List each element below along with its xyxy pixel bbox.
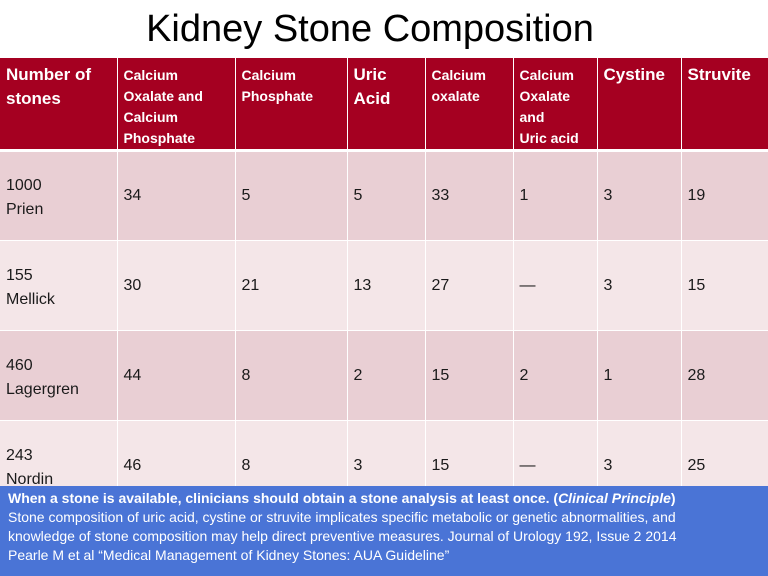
study-cell: 155 Mellick — [0, 240, 118, 331]
value-cell: 34 — [117, 150, 236, 241]
header-calcium-phosphate: Calcium Phosphate — [235, 58, 348, 152]
footer-line-1: When a stone is available, clinicians sh… — [8, 489, 760, 508]
table-row: 1000 Prien 34 5 5 33 1 3 19 — [0, 150, 768, 241]
footer-line-4: Pearle M et al “Medical Management of Ki… — [8, 547, 450, 563]
stone-composition-table: Number of stones Calcium Oxalate and Calciu… — [0, 58, 768, 511]
value-cell: 27 — [425, 240, 514, 331]
value-cell: 3 — [597, 240, 682, 331]
value-cell: 1 — [597, 330, 682, 421]
value-cell: 30 — [117, 240, 236, 331]
value-cell: 1 — [513, 150, 598, 241]
value-cell: 5 — [347, 150, 426, 241]
value-cell: 33 — [425, 150, 514, 241]
footer-bold-text: When a stone is available, clinicians sh… — [8, 490, 559, 506]
header-struvite: Struvite — [681, 58, 768, 152]
study-cell: 1000 Prien — [0, 150, 118, 241]
footer-italic-text: Clinical Principle — [558, 490, 671, 506]
table-row: 460 Lagergren 44 8 2 15 2 1 28 — [0, 330, 768, 421]
footer-bold-close: ) — [670, 490, 676, 506]
slide-title: Kidney Stone Composition — [146, 8, 594, 50]
header-number-of-stones: Number of stones — [0, 58, 118, 152]
value-cell: 5 — [235, 150, 348, 241]
footer-line-3: knowledge of stone composition may help … — [8, 528, 677, 544]
guideline-footer: When a stone is available, clinicians sh… — [0, 486, 768, 576]
header-calcium-oxalate-and-calcium-phosphate: Calcium Oxalate and Calcium Phosphate — [117, 58, 236, 152]
value-cell: 8 — [235, 330, 348, 421]
header-calcium-oxalate: Calcium oxalate — [425, 58, 514, 152]
value-cell: 15 — [681, 240, 768, 331]
value-cell: 2 — [347, 330, 426, 421]
value-cell: 3 — [597, 150, 682, 241]
value-cell: 2 — [513, 330, 598, 421]
header-uric-acid: Uric Acid — [347, 58, 426, 152]
value-cell: 15 — [425, 330, 514, 421]
value-cell: — — [513, 240, 598, 331]
study-cell: 460 Lagergren — [0, 330, 118, 421]
value-cell: 28 — [681, 330, 768, 421]
header-cystine: Cystine — [597, 58, 682, 152]
value-cell: 13 — [347, 240, 426, 331]
footer-line-2: Stone composition of uric acid, cystine … — [8, 509, 676, 525]
table-row: 155 Mellick 30 21 13 27 — 3 15 — [0, 240, 768, 331]
value-cell: 19 — [681, 150, 768, 241]
header-calcium-oxalate-and-uric-acid: Calcium Oxalate and Uric acid — [513, 58, 598, 152]
value-cell: 44 — [117, 330, 236, 421]
header-row: Number of stones Calcium Oxalate and Calciu… — [0, 58, 768, 152]
value-cell: 21 — [235, 240, 348, 331]
